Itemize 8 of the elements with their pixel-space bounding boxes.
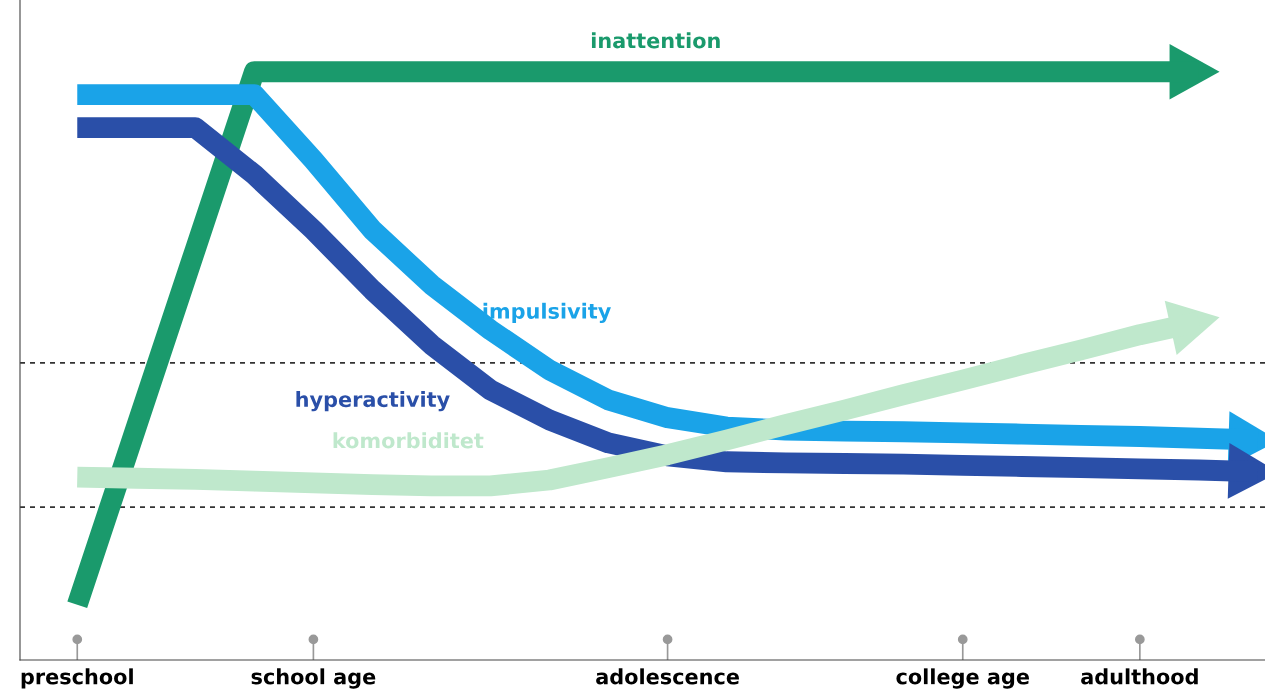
x-tick-label: adolescence — [596, 668, 739, 685]
x-tick-label: preschool — [21, 668, 133, 689]
series-label: komorbiditet — [333, 432, 484, 449]
x-tick-label: school age — [251, 668, 376, 689]
x-tick-label: college age — [896, 668, 1029, 689]
series-label: inattention — [591, 32, 720, 49]
x-tick-label: adulthood — [1081, 668, 1198, 685]
series-label: hyperactivity — [296, 391, 450, 412]
